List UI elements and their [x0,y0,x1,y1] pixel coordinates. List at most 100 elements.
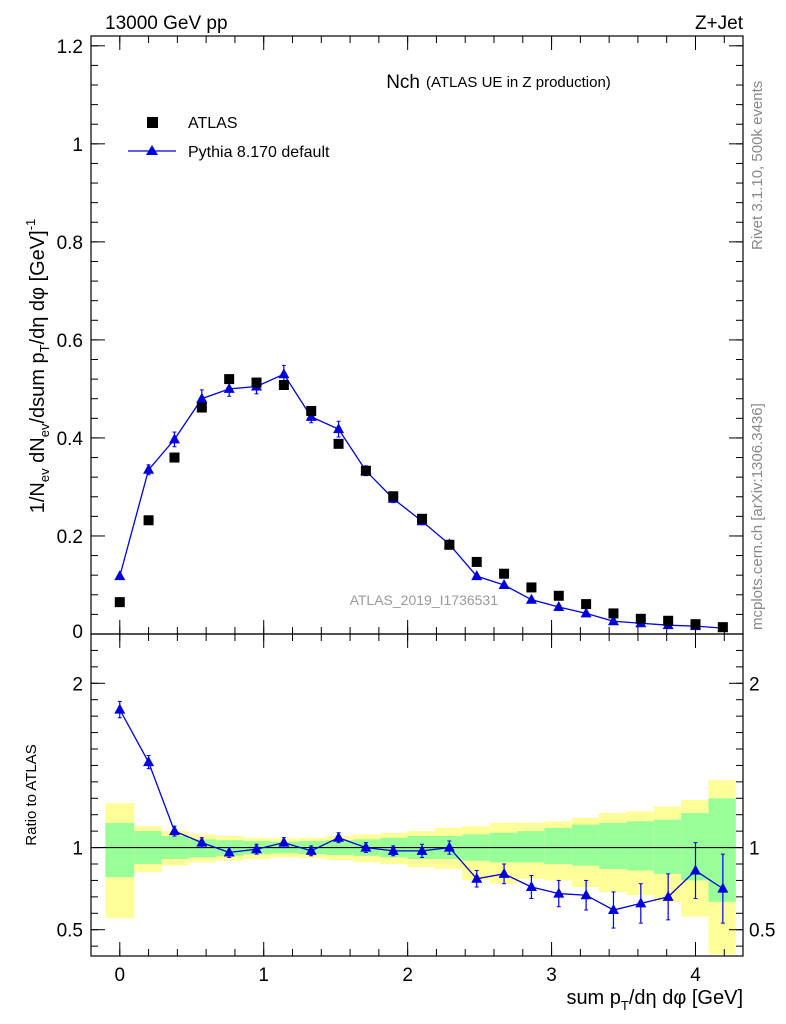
main-y-tick-label: 1 [72,135,83,156]
ratio-point [443,841,455,852]
atlas-point [224,374,235,385]
pythia-point [278,368,290,379]
atlas-point [306,405,317,416]
analysis-watermark: ATLAS_2019_I1736531 [350,592,499,608]
x-tick-label: 3 [546,965,557,986]
ratio-plot-marks [91,700,743,929]
pythia-point [333,423,345,434]
main-y-tick-label: 1.2 [57,37,83,58]
ratio-point [607,904,619,914]
atlas-point [360,465,371,476]
ratio-point [143,756,155,767]
legend-atlas-label: ATLAS [188,115,238,132]
x-tick-label: 0 [114,965,125,986]
pythia-point [525,593,537,604]
main-y-tick-label: 0 [72,622,83,643]
ratio-point [196,836,208,847]
main-y-tick-label: 0.4 [57,429,84,450]
ratio-point [251,843,263,854]
ratio-frame [90,633,744,957]
header-left: 13000 GeV pp [105,13,228,34]
ratio-point [498,867,510,878]
pythia-point [498,578,510,589]
ratio-y-tick-label-right: 0.5 [749,921,775,942]
atlas-point [499,568,510,579]
ratio-point [333,831,345,842]
ratio-point [553,887,565,898]
band-inner-bin [544,827,572,864]
atlas-point [444,539,455,550]
ratio-point [580,889,592,900]
ratio-band [105,780,736,955]
band-inner-bin [571,824,600,866]
main-y-tick-label: 0.2 [57,527,83,548]
ratio-point [278,836,290,847]
pythia-point [471,570,483,581]
ratio-point [387,844,399,855]
pythia-point [553,601,565,612]
header-right: Z+Jet [695,13,744,34]
axes: 0 0.2 0.4 0.6 0.8 1 1.2 0.5 0.5 1 1 2 2 0 1 2 3 4 [57,35,775,986]
band-inner-bin [626,821,654,871]
pythia-point [607,615,619,626]
x-tick-label: 2 [402,965,413,986]
ratio-y-tick-label-right: 1 [749,839,760,860]
ratio-point [717,882,729,893]
atlas-point [608,608,619,619]
ratio-y-tick-label-left: 2 [72,674,83,695]
plot-subtitle: (ATLAS UE in Z production) [426,74,611,91]
pythia-point [196,392,208,403]
pythia-point [143,463,155,474]
ratio-point [168,825,180,836]
band-inner-bin [599,822,627,869]
ratio-point [635,897,647,908]
ratio-point [416,844,428,855]
pythia-point [168,433,180,444]
atlas-point [526,582,537,593]
atlas-point [333,438,344,449]
legend-atlas-marker [147,117,158,128]
ratio-point [223,846,235,857]
atlas-point [471,556,482,567]
band-inner-bin [188,839,217,858]
ratio-y-tick-label-right: 2 [749,674,760,695]
main-y-tick-label: 0.6 [57,331,83,352]
main-y-axis-label: 1/Nev dNev/dsum pT/dη dφ [GeV]-1 [23,219,52,514]
ratio-point [305,844,317,855]
ratio-point [525,881,537,891]
legend-pythia-label: Pythia 8.170 default [188,144,330,161]
ratio-y-tick-label-left: 0.5 [57,921,83,942]
atlas-point [169,452,180,463]
atlas-point [114,597,125,608]
atlas-point [717,622,728,633]
legend: ATLAS Pythia 8.170 default [128,115,330,161]
ratio-y-tick-label-left: 1 [72,839,83,860]
atlas-point [581,599,592,610]
ratio-point [114,703,126,714]
x-tick-label: 1 [258,965,269,986]
legend-pythia-marker [146,145,158,155]
plot-title: Nch [386,72,420,93]
atlas-point [388,491,399,502]
ratio-point [471,872,483,883]
pythia-line [119,373,723,629]
main-y-tick-label: 0.8 [57,233,83,254]
ratio-point [662,890,674,901]
band-inner-bin [105,822,135,878]
mcplots-label: mcplots.cern.ch [arXiv:1306.3436] [749,403,766,630]
pythia-point [580,607,592,618]
pythia-point [114,570,126,581]
atlas-point [278,379,289,390]
pythia-point [223,382,235,393]
x-axis-label: sum pT/dη dφ [GeV] [566,987,743,1013]
atlas-point [635,613,646,624]
atlas-point [251,377,262,388]
atlas-point [196,402,207,413]
atlas-point [553,590,564,601]
band-inner-bin [517,831,545,863]
ratio-point [690,864,702,875]
rivet-label: Rivet 3.1.10, 500k events [749,81,766,250]
band-inner-bin [653,819,682,874]
ratio-y-axis-label: Ratio to ATLAS [23,744,40,845]
